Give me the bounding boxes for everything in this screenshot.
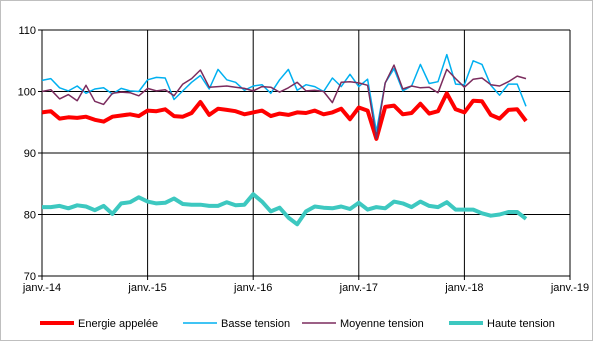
x-tick-label-2: janv.-16 <box>233 282 272 294</box>
series-line-2 <box>41 64 527 139</box>
series-line-0 <box>41 91 528 141</box>
x-tick-label-0: janv.-14 <box>22 282 61 294</box>
legend-label-1: Basse tension <box>221 318 290 330</box>
legend: Energie appelée Basse tension Moyenne tens… <box>40 318 555 330</box>
x-tick-label-5: janv.-19 <box>550 282 589 294</box>
y-tick-label-3: 100 <box>18 87 36 99</box>
x-tick-label-4: janv.-18 <box>444 282 483 294</box>
legend-label-3: Haute tension <box>487 318 555 330</box>
y-tick-label-4: 110 <box>18 25 36 37</box>
legend-label-2: Moyenne tension <box>340 318 424 330</box>
y-tick-label-2: 90 <box>24 148 36 160</box>
x-tick-label-3: janv.-17 <box>339 282 378 294</box>
y-axis-tick-labels: 70 80 90 100 110 <box>18 25 36 283</box>
y-tick-label-1: 80 <box>24 210 36 222</box>
x-tick-label-1: janv.-15 <box>127 282 166 294</box>
x-axis-tick-labels: janv.-14 janv.-15 janv.-16 janv.-17 janv.-18… <box>22 282 589 294</box>
y-tick-label-0: 70 <box>24 271 36 283</box>
grid <box>38 29 571 280</box>
legend-label-0: Energie appelée <box>78 318 158 330</box>
series-line-1 <box>41 53 527 133</box>
series-lines <box>41 53 528 227</box>
series-line-3 <box>42 192 528 227</box>
